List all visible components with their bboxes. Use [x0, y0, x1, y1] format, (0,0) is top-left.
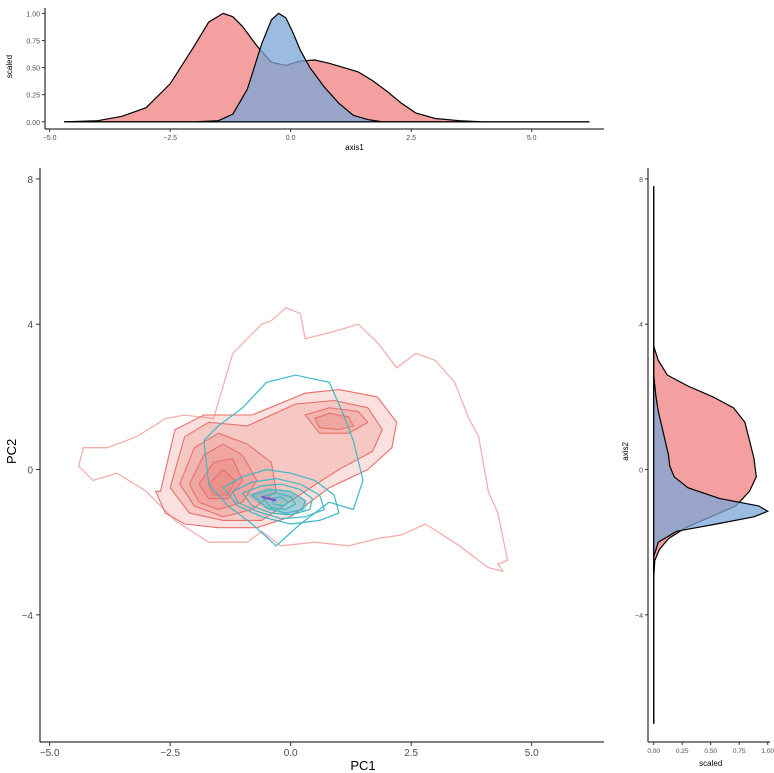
- main-y-tick-label: 4: [27, 320, 33, 331]
- top-y-tick-label: 0.50: [26, 66, 40, 73]
- right-x-axis-title: scaled: [699, 759, 722, 768]
- group-1-filled-contour-4: [304, 407, 369, 434]
- main-x-tick-label: −2.5: [160, 748, 180, 759]
- group-2-contour-line-2: [222, 468, 340, 525]
- main-y-tick-label: 8: [27, 175, 33, 186]
- right-x-tick-label: 0.25: [676, 748, 689, 755]
- right-y-axis-title: axis2: [621, 441, 630, 460]
- group-2-contour-line-1: [203, 374, 364, 547]
- main-x-tick-label: 0.0: [284, 748, 298, 759]
- right-x-tick-label: 0.75: [733, 748, 746, 755]
- right-x-tick-label: 0.00: [647, 748, 660, 755]
- right-y-tick-label: 8: [639, 177, 643, 184]
- top-x-tick-label: −2.5: [163, 135, 177, 142]
- main-x-axis-title: PC1: [350, 758, 375, 773]
- main-x-tick-label: 5.0: [525, 748, 539, 759]
- top-x-tick-label: 2.5: [406, 135, 416, 142]
- top-y-tick-label: 0.00: [26, 120, 40, 127]
- top-y-axis-title: scaled: [5, 55, 14, 78]
- top-x-tick-label: 5.0: [527, 135, 537, 142]
- group-2-contour-line-6: [260, 492, 297, 511]
- top-y-tick-label: 0.25: [26, 93, 40, 100]
- top-x-axis-title: axis1: [345, 143, 364, 152]
- group-1-filled-contour-3: [179, 432, 277, 518]
- main-y-axis-title: PC2: [4, 439, 19, 464]
- right-x-tick-label: 1.00: [761, 748, 774, 755]
- group-2-density-peak: [261, 495, 277, 502]
- top-y-tick-label: 0.75: [26, 39, 40, 46]
- group-1-filled-contour-8: [208, 468, 236, 496]
- top-y-tick-label: 1.00: [26, 11, 40, 18]
- main-y-tick-label: −4: [22, 611, 34, 622]
- group-2-contour-line-5: [250, 488, 306, 514]
- group-2-contour-line-4: [241, 483, 314, 516]
- main-x-tick-label: 2.5: [404, 748, 418, 759]
- top-density-series-2: [64, 12, 590, 123]
- top-x-tick-label: 0.0: [286, 135, 296, 142]
- group-2-contour-line-7: [270, 496, 290, 507]
- right-density-series-1: [653, 186, 757, 724]
- right-y-tick-label: −4: [635, 613, 643, 620]
- group-2-filled-core: [247, 487, 308, 515]
- right-y-tick-label: 0: [639, 468, 643, 475]
- top-density-series-1: [64, 12, 590, 123]
- right-density-series-2: [653, 186, 770, 724]
- main-contour-panel: −4 0 4 8 −5.0 −2.5 0.0 2.5 5.0 PC1 PC2: [4, 168, 604, 773]
- right-y-tick-label: 4: [639, 322, 643, 329]
- group-2-contour-line-3: [232, 477, 326, 520]
- right-x-tick-label: 0.50: [704, 748, 717, 755]
- group-1-filled-contour-6: [314, 412, 355, 431]
- group-1-outer-contour: [77, 307, 509, 573]
- main-x-tick-label: −5.0: [40, 748, 60, 759]
- main-y-tick-label: 0: [27, 466, 33, 477]
- top-x-tick-label: −5.0: [43, 135, 57, 142]
- top-marginal-density-panel: 0.00 0.25 0.50 0.75 1.00 −5.0 −2.5 0.0 2.5 5.0 axi…: [5, 8, 604, 152]
- right-marginal-density-panel: −4 0 4 8 0.00 0.25 0.50 0.75 1.00 scaled axis2: [621, 168, 774, 768]
